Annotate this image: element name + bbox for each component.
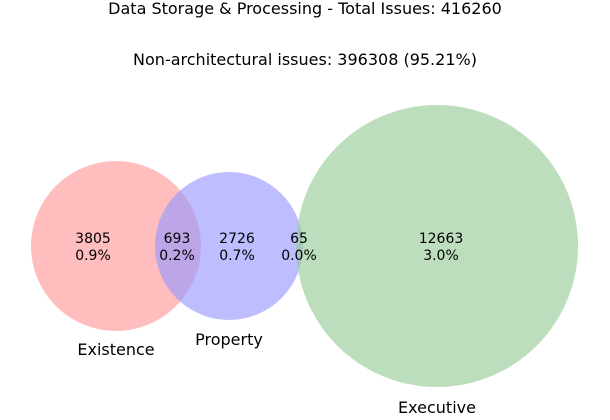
set-labels: Existence Property Executive bbox=[77, 330, 476, 417]
set-label-property: Property bbox=[195, 330, 263, 349]
circle-existence bbox=[31, 161, 201, 331]
region-percent: 3.0% bbox=[423, 248, 459, 264]
region-executive-only: 12663 3.0% bbox=[419, 231, 464, 264]
region-labels: 3805 0.9% 693 0.2% 2726 0.7% 65 0.0% 126… bbox=[75, 231, 463, 264]
region-percent: 0.9% bbox=[75, 248, 111, 264]
region-count: 2726 bbox=[219, 231, 255, 247]
region-existence-property: 693 0.2% bbox=[159, 231, 195, 264]
region-existence-only: 3805 0.9% bbox=[75, 231, 111, 264]
venn-circles bbox=[31, 105, 578, 387]
region-count: 3805 bbox=[75, 231, 111, 247]
region-property-only: 2726 0.7% bbox=[219, 231, 255, 264]
region-count: 12663 bbox=[419, 231, 464, 247]
chart-subtitle: Non-architectural issues: 396308 (95.21%… bbox=[133, 50, 477, 69]
region-property-executive: 65 0.0% bbox=[281, 231, 317, 264]
chart-title: Data Storage & Processing - Total Issues… bbox=[108, 0, 502, 18]
circle-executive bbox=[296, 105, 578, 387]
region-count: 693 bbox=[164, 231, 191, 247]
set-label-existence: Existence bbox=[77, 340, 154, 359]
region-percent: 0.7% bbox=[219, 248, 255, 264]
region-count: 65 bbox=[290, 231, 308, 247]
circle-property bbox=[155, 172, 303, 320]
set-label-executive: Executive bbox=[398, 398, 476, 417]
region-percent: 0.2% bbox=[159, 248, 195, 264]
region-percent: 0.0% bbox=[281, 248, 317, 264]
